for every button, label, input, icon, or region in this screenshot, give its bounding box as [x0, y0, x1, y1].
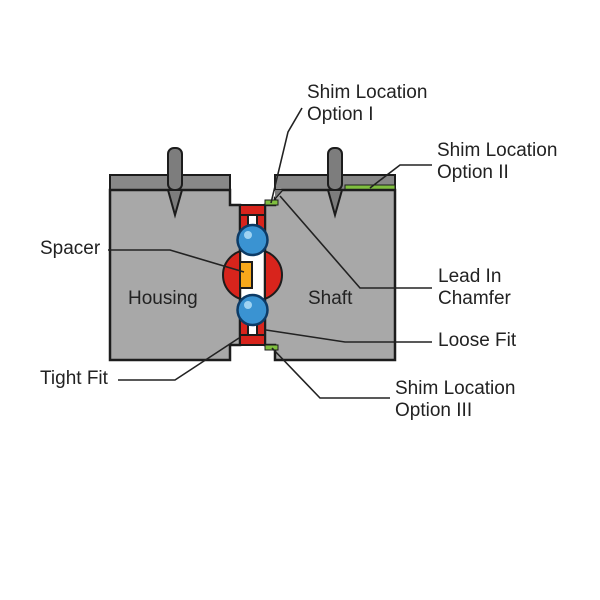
label-shaft: Shaft	[308, 288, 352, 310]
label-tight-fit: Tight Fit	[40, 368, 108, 390]
text-line: Lead In	[438, 266, 501, 287]
text-line: Spacer	[40, 238, 100, 259]
text-line: Shim Location	[395, 378, 515, 399]
label-housing: Housing	[128, 288, 198, 310]
text-line: Chamfer	[438, 288, 511, 309]
text-line: Option II	[437, 162, 509, 183]
label-spacer: Spacer	[40, 238, 100, 260]
text-line: Option III	[395, 400, 472, 421]
text-line: Housing	[128, 288, 198, 309]
text-line: Shim Location	[307, 82, 427, 103]
text-line: Shim Location	[437, 140, 557, 161]
label-shim-option-1: Shim Location Option I	[307, 82, 427, 126]
label-shim-option-2: Shim Location Option II	[437, 140, 557, 184]
text-line: Option I	[307, 104, 374, 125]
label-loose-fit: Loose Fit	[438, 330, 516, 352]
label-shim-option-3: Shim Location Option III	[395, 378, 515, 422]
label-lead-in-chamfer: Lead In Chamfer	[438, 266, 511, 310]
text-line: Loose Fit	[438, 330, 516, 351]
text-line: Tight Fit	[40, 368, 108, 389]
text-line: Shaft	[308, 288, 352, 309]
